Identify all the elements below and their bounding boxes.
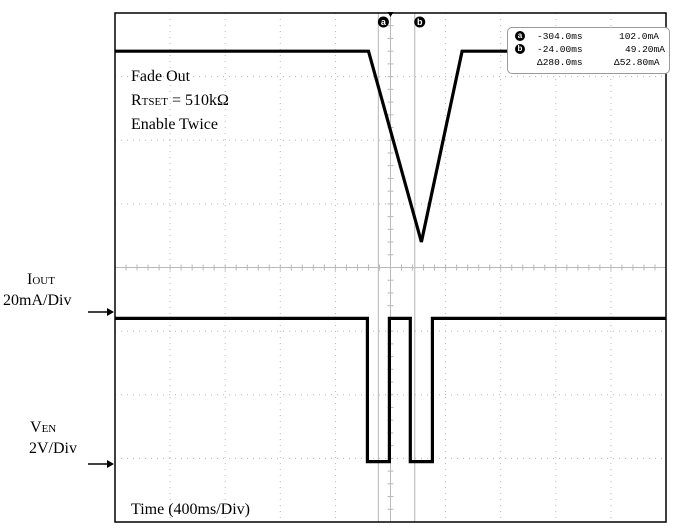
cursor-marker-b: b — [414, 16, 426, 28]
fade-out-label: Fade Out — [131, 68, 191, 85]
trigger-indicator — [387, 12, 394, 17]
iout-arrow — [88, 308, 114, 316]
cursor-b-value: 49.20mA — [625, 44, 665, 55]
iout-label: IOUT — [27, 272, 55, 288]
cursor-a-time: -304.0ms — [537, 31, 583, 42]
rtset-value: = 510kΩ — [167, 92, 229, 109]
ven-label: VEN — [30, 420, 56, 436]
rtset-subscript: TSET — [141, 96, 168, 108]
delta-value: Δ52.80mA — [614, 57, 660, 68]
cursor-marker-b-label: b — [417, 17, 423, 27]
plot-grid — [114, 12, 667, 523]
rtset-label: RTSET = 510kΩ — [131, 93, 229, 109]
enable-twice-label: Enable Twice — [131, 116, 218, 133]
cursor-a-value: 102.0mA — [619, 31, 659, 42]
time-scale-label: Time (400ms/Div) — [131, 501, 250, 518]
cursor-marker-a-label: a — [381, 17, 387, 27]
ven-arrow-head — [107, 460, 114, 468]
ven-main: V — [30, 419, 42, 436]
cursor-marker-b-dot — [414, 16, 426, 28]
cursor-b-badge: b — [515, 44, 525, 54]
iout-scale-label: 20mA/Div — [3, 292, 72, 309]
cursor-b-time: -24.00ms — [537, 44, 583, 55]
cursor-readout-box: a -304.0ms 102.0mA b -24.00ms 49.20mA Δ2… — [507, 27, 670, 74]
cursor-a-badge: a — [515, 31, 525, 41]
rtset-main: R — [131, 92, 142, 109]
iout-arrow-head — [107, 308, 114, 316]
ven-scale-label: 2V/Div — [29, 440, 77, 457]
iout-main: I — [27, 271, 33, 288]
channel-arrows — [88, 308, 114, 468]
ven-subscript: EN — [41, 423, 57, 435]
trace-ven — [115, 316, 666, 464]
ven-arrow — [88, 460, 114, 468]
iout-subscript: OUT — [32, 275, 55, 287]
delta-time: Δ280.0ms — [537, 57, 583, 68]
cursor-marker-a-dot — [377, 16, 389, 28]
cursor-marker-a: a — [377, 16, 389, 28]
cursor-lines — [377, 13, 416, 522]
